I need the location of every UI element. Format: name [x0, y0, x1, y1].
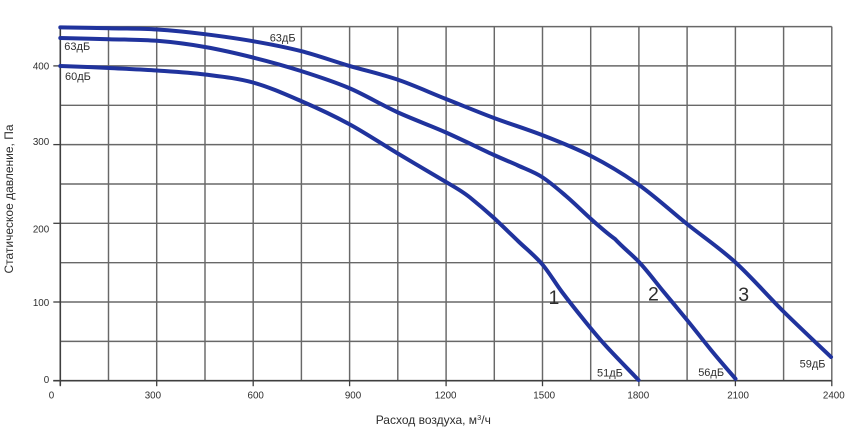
svg-text:400: 400 — [33, 62, 50, 73]
svg-text:2: 2 — [648, 284, 659, 306]
svg-text:900: 900 — [345, 391, 362, 402]
svg-text:2400: 2400 — [823, 391, 845, 402]
svg-text:1800: 1800 — [627, 391, 649, 402]
svg-text:100: 100 — [33, 298, 50, 309]
svg-text:300: 300 — [33, 137, 50, 148]
svg-text:2100: 2100 — [727, 391, 749, 402]
svg-text:Статическое давление, Па: Статическое давление, Па — [2, 124, 16, 273]
svg-text:300: 300 — [145, 391, 162, 402]
svg-text:63дБ: 63дБ — [270, 33, 296, 45]
svg-text:0: 0 — [44, 375, 50, 386]
svg-text:200: 200 — [33, 224, 50, 235]
svg-text:63дБ: 63дБ — [64, 41, 90, 53]
svg-text:1: 1 — [549, 287, 560, 309]
svg-text:51дБ: 51дБ — [597, 368, 623, 380]
svg-text:56дБ: 56дБ — [698, 367, 724, 379]
svg-text:600: 600 — [248, 391, 265, 402]
svg-text:59дБ: 59дБ — [800, 359, 826, 371]
svg-text:0: 0 — [49, 391, 55, 402]
svg-text:Расход воздуха, м3/ч: Расход воздуха, м3/ч — [376, 413, 491, 428]
svg-text:60дБ: 60дБ — [65, 71, 91, 83]
svg-text:3: 3 — [738, 284, 749, 306]
svg-text:1200: 1200 — [435, 391, 457, 402]
svg-text:1500: 1500 — [533, 391, 555, 402]
